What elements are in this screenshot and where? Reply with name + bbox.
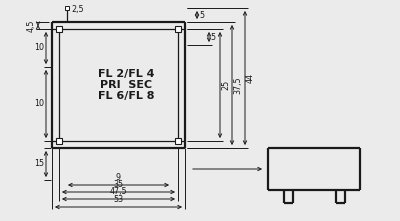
Text: 9: 9 xyxy=(116,173,121,182)
Text: 5: 5 xyxy=(210,32,215,42)
Bar xyxy=(56,138,62,144)
Text: 2,5: 2,5 xyxy=(71,5,84,14)
Bar xyxy=(175,26,181,32)
Text: 4,5: 4,5 xyxy=(27,19,36,32)
Text: 37,5: 37,5 xyxy=(233,76,242,94)
Bar xyxy=(175,138,181,144)
Bar xyxy=(65,6,69,10)
Text: FL 6/FL 8: FL 6/FL 8 xyxy=(98,91,155,101)
Bar xyxy=(56,26,62,32)
Text: 53: 53 xyxy=(114,195,124,204)
Text: 10: 10 xyxy=(34,44,44,53)
Text: 44: 44 xyxy=(246,73,255,83)
Text: 35: 35 xyxy=(114,180,124,189)
Text: 15: 15 xyxy=(34,160,44,168)
Text: 5: 5 xyxy=(199,11,204,19)
Text: 47,5: 47,5 xyxy=(110,187,127,196)
Text: 25: 25 xyxy=(221,80,230,90)
Text: 10: 10 xyxy=(34,99,44,109)
Text: PRI  SEC: PRI SEC xyxy=(100,80,152,90)
Text: FL 2/FL 4: FL 2/FL 4 xyxy=(98,69,155,79)
